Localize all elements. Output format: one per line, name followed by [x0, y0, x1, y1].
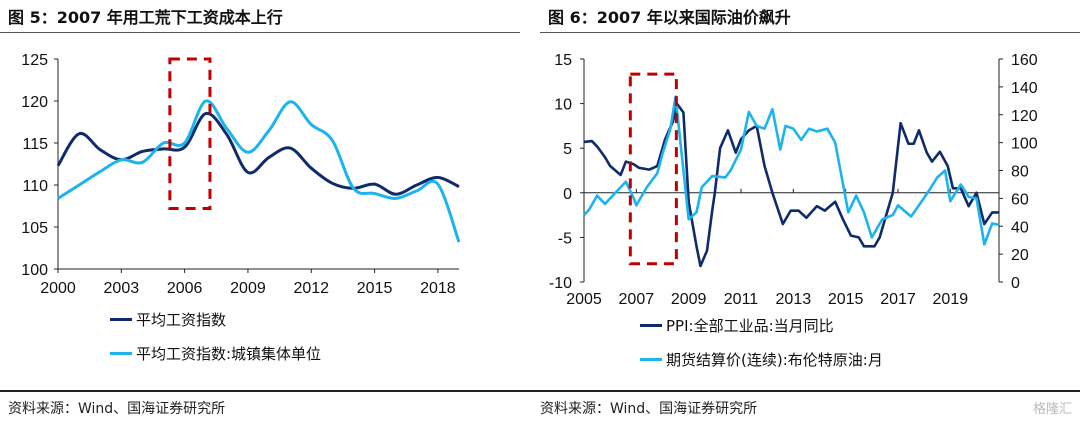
y2-tick-label: 40 — [1011, 219, 1029, 236]
y-tick-label: 125 — [21, 52, 48, 69]
y-tick-label: -5 — [558, 230, 572, 247]
y2-tick-label: 60 — [1011, 191, 1029, 208]
y2-tick-label: 140 — [1011, 80, 1038, 97]
y2-tick-label: 100 — [1011, 136, 1038, 153]
right-source: 资料来源：Wind、国海证券研究所 — [540, 401, 758, 417]
x-tick-label: 2003 — [104, 280, 140, 297]
x-tick-label: 2000 — [40, 280, 76, 297]
x-tick-label: 2009 — [230, 280, 266, 297]
x-tick-label: 2018 — [420, 280, 456, 297]
right-title-divider — [540, 32, 1080, 33]
y-tick-label: 120 — [21, 94, 48, 111]
x-tick-label: 2015 — [357, 280, 393, 297]
legend-label: 平均工资指数 — [136, 310, 227, 329]
x-tick-label: 2015 — [828, 291, 864, 308]
y-tick-label: 100 — [21, 262, 48, 279]
legend-swatch-light — [110, 351, 132, 355]
legend-swatch-dark — [640, 323, 662, 327]
legend-label: 平均工资指数:城镇集体单位 — [136, 344, 322, 363]
legend-item-brent: 期货结算价(连续):布伦特原油:月 — [640, 342, 883, 376]
y-tick-label: 0 — [563, 186, 572, 203]
y-tick-label: 5 — [563, 141, 572, 158]
legend-swatch-light — [640, 357, 662, 361]
y2-tick-label: 20 — [1011, 247, 1029, 264]
brent-oil-line — [583, 95, 1000, 246]
x-tick-label: 2012 — [293, 280, 329, 297]
right-chart-title: 图 6：2007 年以来国际油价飙升 — [548, 8, 791, 27]
y2-tick-label: 120 — [1011, 108, 1038, 125]
watermark-logo: 格隆汇 — [1032, 402, 1072, 417]
highlight-box — [628, 72, 678, 266]
x-tick-label: 2019 — [933, 291, 969, 308]
y2-tick-label: 160 — [1011, 52, 1038, 69]
y-tick-label: -10 — [549, 275, 572, 292]
x-tick-label: 2011 — [724, 291, 759, 308]
right-legend: PPI:全部工业品:当月同比 期货结算价(连续):布伦特原油:月 — [640, 308, 893, 376]
x-tick-label: 2017 — [880, 291, 916, 308]
legend-item-ppi: PPI:全部工业品:当月同比 — [640, 308, 883, 342]
legend-label: PPI:全部工业品:当月同比 — [666, 316, 834, 335]
left-chart-title: 图 5：2007 年用工荒下工资成本上行 — [8, 8, 283, 27]
avg-wage-line — [56, 111, 460, 196]
x-tick-label: 2009 — [671, 291, 707, 308]
y-tick-label: 10 — [554, 97, 572, 114]
left-legend: 平均工资指数 平均工资指数:城镇集体单位 — [110, 302, 322, 370]
ppi-line — [583, 102, 999, 268]
highlight-box — [168, 57, 212, 211]
footer-divider — [0, 390, 1080, 392]
x-tick-label: 2007 — [619, 291, 655, 308]
y2-tick-label: 80 — [1011, 164, 1029, 181]
x-tick-label: 2005 — [566, 291, 602, 308]
legend-item-avg-wage: 平均工资指数 — [110, 302, 321, 336]
y-tick-label: 115 — [22, 136, 48, 153]
collective-wage-line — [57, 99, 461, 243]
x-tick-label: 2006 — [167, 280, 203, 297]
left-title-divider — [0, 32, 520, 33]
legend-label: 期货结算价(连续):布伦特原油:月 — [666, 350, 883, 369]
y2-tick-label: 0 — [1011, 275, 1020, 292]
x-tick-label: 2013 — [776, 291, 812, 308]
legend-item-collective-wage: 平均工资指数:城镇集体单位 — [110, 336, 321, 370]
y-tick-label: 110 — [22, 178, 48, 195]
left-source: 资料来源：Wind、国海证券研究所 — [8, 401, 226, 417]
y-tick-label: 105 — [21, 220, 48, 237]
legend-swatch-dark — [110, 317, 132, 321]
y-tick-label: 15 — [554, 52, 572, 69]
